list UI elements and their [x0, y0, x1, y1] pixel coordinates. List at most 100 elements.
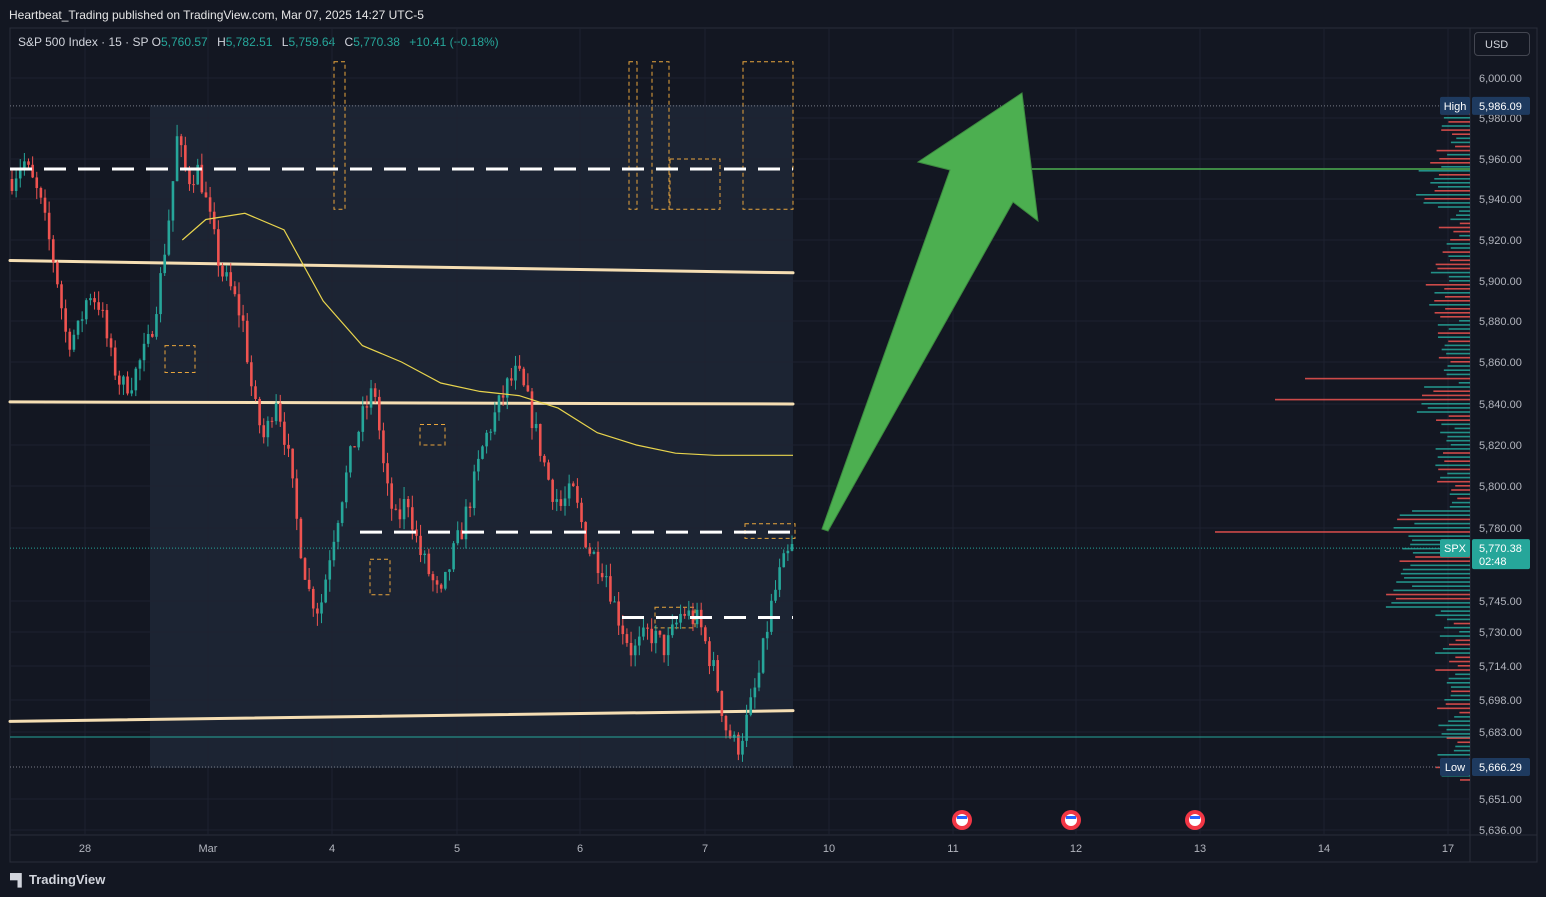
- candle-body: [538, 423, 542, 456]
- volume-profile-bar: [1450, 259, 1470, 262]
- candle-body: [588, 547, 592, 554]
- time-tick-label: 12: [1070, 843, 1082, 855]
- price-tick-label: 5,698.00: [1479, 695, 1522, 707]
- candle-body: [617, 601, 620, 626]
- regression-band: [8, 400, 795, 406]
- marker-name-box: [1440, 539, 1470, 558]
- volume-profile-bar: [1396, 581, 1470, 583]
- candle-body: [89, 298, 92, 301]
- marker-value-box: [1472, 539, 1530, 570]
- volume-profile-bar: [1440, 610, 1470, 612]
- candle-body: [501, 395, 505, 398]
- volume-profile-bar: [1434, 292, 1470, 294]
- us-flag-event-icon[interactable]: [1185, 810, 1205, 830]
- candle-body: [452, 543, 455, 570]
- order-box: [333, 61, 346, 210]
- candle-body: [724, 715, 728, 731]
- order-box: [164, 345, 196, 374]
- candle-body: [113, 347, 117, 376]
- volume-profile-bar: [1438, 356, 1470, 359]
- volume-profile-bar: [1434, 178, 1470, 180]
- us-flag-event-icon[interactable]: [1061, 810, 1081, 830]
- marker-name: SPX: [1444, 543, 1467, 555]
- order-box: [742, 61, 794, 210]
- volume-profile-bar: [1453, 622, 1470, 625]
- time-tick-label: Mar: [199, 843, 218, 855]
- currency-button[interactable]: USD: [1474, 32, 1530, 56]
- candle-body: [274, 403, 278, 422]
- volume-profile-bar: [1444, 699, 1470, 701]
- candle-body: [398, 509, 402, 520]
- candle-body: [18, 168, 22, 179]
- volume-profile-bar: [1408, 535, 1470, 537]
- candle-body: [427, 553, 431, 575]
- candle-body: [625, 634, 629, 643]
- candle-body: [592, 551, 596, 554]
- volume-profile-bar: [1455, 485, 1470, 487]
- candle-body: [737, 734, 740, 755]
- candle-body: [646, 627, 649, 629]
- candle-body: [464, 506, 468, 540]
- price-axis[interactable]: 6,000.00 5,980.00 5,960.00 5,940.00 5,920.00…: [1479, 73, 1522, 837]
- volume-profile-bar: [1421, 403, 1470, 405]
- candle-body: [477, 458, 480, 472]
- price-tick-label: 5,820.00: [1479, 440, 1522, 452]
- candle-body: [344, 472, 348, 503]
- candle-body: [741, 740, 744, 755]
- economic-events[interactable]: [952, 810, 1205, 830]
- time-tick-label: 28: [79, 843, 91, 855]
- candle-body: [51, 239, 55, 263]
- candle-body: [134, 368, 138, 391]
- candle-body: [349, 446, 352, 473]
- volume-profile-bar: [1399, 560, 1470, 562]
- candle-body: [402, 499, 406, 520]
- volume-profile-bar: [1446, 682, 1470, 684]
- candle-body: [270, 420, 274, 422]
- candle-body: [64, 308, 67, 332]
- marker-name-box: [1440, 757, 1470, 776]
- candle-body: [76, 320, 80, 335]
- volume-profile-bar: [1418, 170, 1470, 172]
- candle-body: [382, 430, 385, 464]
- candle-body: [212, 211, 216, 230]
- candle-body: [493, 412, 497, 432]
- volume-profile-bar: [1446, 737, 1470, 739]
- volume-profile-bar: [1442, 452, 1470, 454]
- volume-profile-bar: [1215, 531, 1470, 533]
- candle-body: [790, 544, 794, 551]
- chart-header: Heartbeat_Trading published on TradingVi…: [0, 0, 1546, 28]
- symbol-legend[interactable]: S&P 500 Index · 15 · SP O5,760.57 H5,782…: [18, 35, 505, 49]
- candle-body: [217, 229, 220, 266]
- candle-body: [151, 334, 154, 337]
- candle-body: [245, 320, 249, 363]
- candle-body: [320, 602, 323, 614]
- time-axis[interactable]: 28 Mar 4 5 6 7 10 11 12 13 14 17: [79, 843, 1454, 855]
- candle-body: [761, 638, 765, 673]
- candle-body: [749, 697, 753, 715]
- price-tick-label: 5,780.00: [1479, 523, 1522, 535]
- volume-profile-bar: [1385, 606, 1470, 608]
- volume-profile-bar: [1444, 344, 1470, 347]
- price-tick-label: 5,636.00: [1479, 825, 1522, 837]
- price-tick-label: 5,880.00: [1479, 316, 1522, 328]
- moving-average-line: [181, 212, 793, 456]
- volume-profile-bar: [1397, 518, 1470, 521]
- volume-profile-bar: [1437, 456, 1470, 458]
- volume-profile-bar: [1393, 527, 1470, 529]
- volume-profile-bar: [1452, 133, 1470, 135]
- regression-bands: [8, 259, 795, 723]
- volume-profile-bar: [1440, 476, 1470, 479]
- price-tick-label: 5,860.00: [1479, 357, 1522, 369]
- legend-high: 5,782.51: [225, 35, 273, 49]
- volume-profile-bar: [1459, 320, 1470, 322]
- candle-body: [423, 553, 426, 556]
- footer-brand[interactable]: ▀▌ TradingView: [10, 872, 105, 887]
- us-flag-event-icon[interactable]: [952, 810, 972, 830]
- volume-profile-bar: [1455, 656, 1470, 659]
- candle-body: [287, 444, 290, 449]
- volume-profile-bar: [1439, 158, 1470, 160]
- volume-profile-bar: [1438, 186, 1470, 188]
- time-tick-label: 10: [823, 843, 835, 855]
- candle-body: [35, 177, 39, 189]
